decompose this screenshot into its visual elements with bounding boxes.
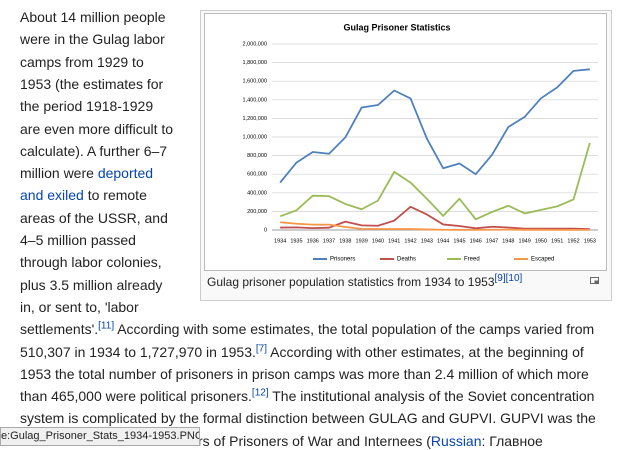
citation: [9][10]	[494, 273, 523, 284]
caption: Gulag prisoner population statistics fro…	[207, 273, 523, 290]
x-tick-label: 1935	[290, 238, 302, 244]
text-line: 510,307 in 1934 to 1,727,970 in 1953.[7]…	[20, 343, 584, 361]
series-line	[279, 68, 590, 184]
series-line	[279, 142, 591, 221]
text-run: camps from 1929 to	[20, 53, 144, 70]
text-line: system is complicated by the formal dist…	[20, 409, 596, 427]
text-run: 510,307 in 1934 to 1,727,970 in 1953.	[20, 343, 256, 360]
text-line: and exiled to remote	[20, 186, 147, 204]
x-tick-label: 1941	[388, 238, 400, 244]
x-tick-label: 1942	[404, 238, 416, 244]
citation: [7]	[255, 342, 267, 354]
x-tick-label: 1943	[421, 238, 433, 244]
text-line: than 465,000 were political prisoners.[1…	[20, 387, 594, 405]
text-run: calculate). A further 6–7	[20, 142, 168, 159]
text-run: were in the Gulag labor	[20, 31, 165, 48]
status-bar: e:Gulag_Prisoner_Stats_1934-1953.PNG	[0, 427, 200, 446]
enlarge-icon[interactable]	[590, 277, 599, 284]
text-line: camps from 1929 to	[20, 53, 144, 71]
text-line: in, or sent to, 'labor	[20, 298, 139, 316]
text-line: areas of the USSR, and	[20, 209, 168, 227]
text-run: settlements'.	[20, 321, 99, 338]
text-run: than 465,000 were political prisoners.	[20, 388, 252, 405]
y-tick-label: 400,000	[247, 190, 267, 196]
text-run: million were	[20, 165, 98, 182]
text-line: are even more difficult to	[20, 120, 173, 138]
text-run: The institutional analysis of the Soviet…	[268, 388, 595, 405]
text-run: 1953 the total number of prisoners in pr…	[20, 365, 589, 382]
text-line: plus 3.5 million already	[20, 276, 162, 294]
text-run: through labor colonies,	[20, 254, 162, 271]
text-line: 1953 the total number of prisoners in pr…	[20, 365, 589, 383]
text-line: the period 1918-1929	[20, 97, 153, 115]
legend-label: Prisoners	[330, 257, 355, 263]
text-run: areas of the USSR, and	[20, 209, 168, 226]
citation: [12]	[251, 387, 269, 399]
citation: [11]	[98, 320, 115, 332]
legend-label: Freed	[464, 257, 480, 263]
y-tick-label: 600,000	[247, 172, 267, 178]
text-run: 4–5 million passed	[20, 232, 136, 248]
x-tick-label: 1937	[323, 238, 335, 244]
text-run: the period 1918-1929	[20, 98, 154, 115]
y-tick-label: 1,400,000	[243, 97, 267, 103]
text-run: About 14 million people	[20, 9, 166, 25]
x-tick-label: 1952	[567, 238, 579, 244]
text-run: Gulag prisoner population statistics fro…	[207, 275, 495, 289]
y-tick-label: 0	[264, 227, 267, 233]
y-tick-label: 1,600,000	[243, 79, 267, 85]
text-line: 4–5 million passed	[20, 231, 136, 249]
text-run: to remote	[83, 187, 147, 204]
x-tick-label: 1953	[584, 238, 596, 244]
x-tick-label: 1946	[470, 238, 482, 244]
x-tick-label: 1950	[535, 238, 547, 244]
text-run: plus 3.5 million already	[20, 276, 163, 293]
text-run: are even more difficult to	[20, 120, 174, 137]
link[interactable]: and exiled	[20, 187, 84, 204]
text-run: system is complicated by the formal dist…	[20, 410, 596, 427]
y-tick-label: 1,800,000	[243, 60, 267, 66]
y-tick-label: 1,200,000	[243, 116, 267, 122]
legend-label: Escaped	[531, 257, 554, 263]
chart-title: Gulag Prisoner Statistics	[343, 22, 450, 32]
x-tick-label: 1939	[356, 238, 368, 244]
link[interactable]: deported	[97, 165, 154, 182]
text-run: According with other estimates, at the b…	[267, 343, 584, 360]
legend-label: Deaths	[397, 257, 416, 263]
y-tick-label: 200,000	[247, 209, 267, 215]
series-line	[280, 205, 590, 231]
text-line: settlements'.[11] According with some es…	[20, 320, 594, 338]
text-line: 1953 (the estimates for	[20, 75, 163, 93]
text-run: According with some estimates, the total…	[114, 321, 595, 338]
chart-frame	[204, 13, 607, 271]
x-tick-label: 1934	[274, 238, 286, 244]
series-line	[280, 221, 590, 231]
y-tick-label: 1,000,000	[243, 134, 267, 140]
x-tick-label: 1945	[453, 238, 465, 244]
text-line: through labor colonies,	[20, 253, 162, 271]
x-tick-label: 1951	[551, 238, 563, 244]
y-tick-label: 800,000	[247, 153, 267, 159]
y-tick-label: 2,000,000	[243, 41, 267, 47]
x-tick-label: 1949	[519, 238, 531, 244]
text-line: were in the Gulag labor	[20, 30, 165, 48]
x-tick-label: 1948	[502, 238, 514, 244]
x-tick-label: 1938	[339, 238, 351, 244]
text-run: 1953 (the estimates for	[20, 75, 164, 92]
x-tick-label: 1940	[372, 238, 384, 244]
x-tick-label: 1947	[486, 238, 498, 244]
x-tick-label: 1944	[437, 238, 449, 244]
text-run: in, or sent to, 'labor	[20, 298, 139, 315]
text-line: About 14 million people	[20, 8, 166, 26]
text-line: calculate). A further 6–7	[20, 142, 167, 160]
x-tick-label: 1936	[307, 238, 319, 244]
text-line: million were deported	[20, 164, 153, 182]
